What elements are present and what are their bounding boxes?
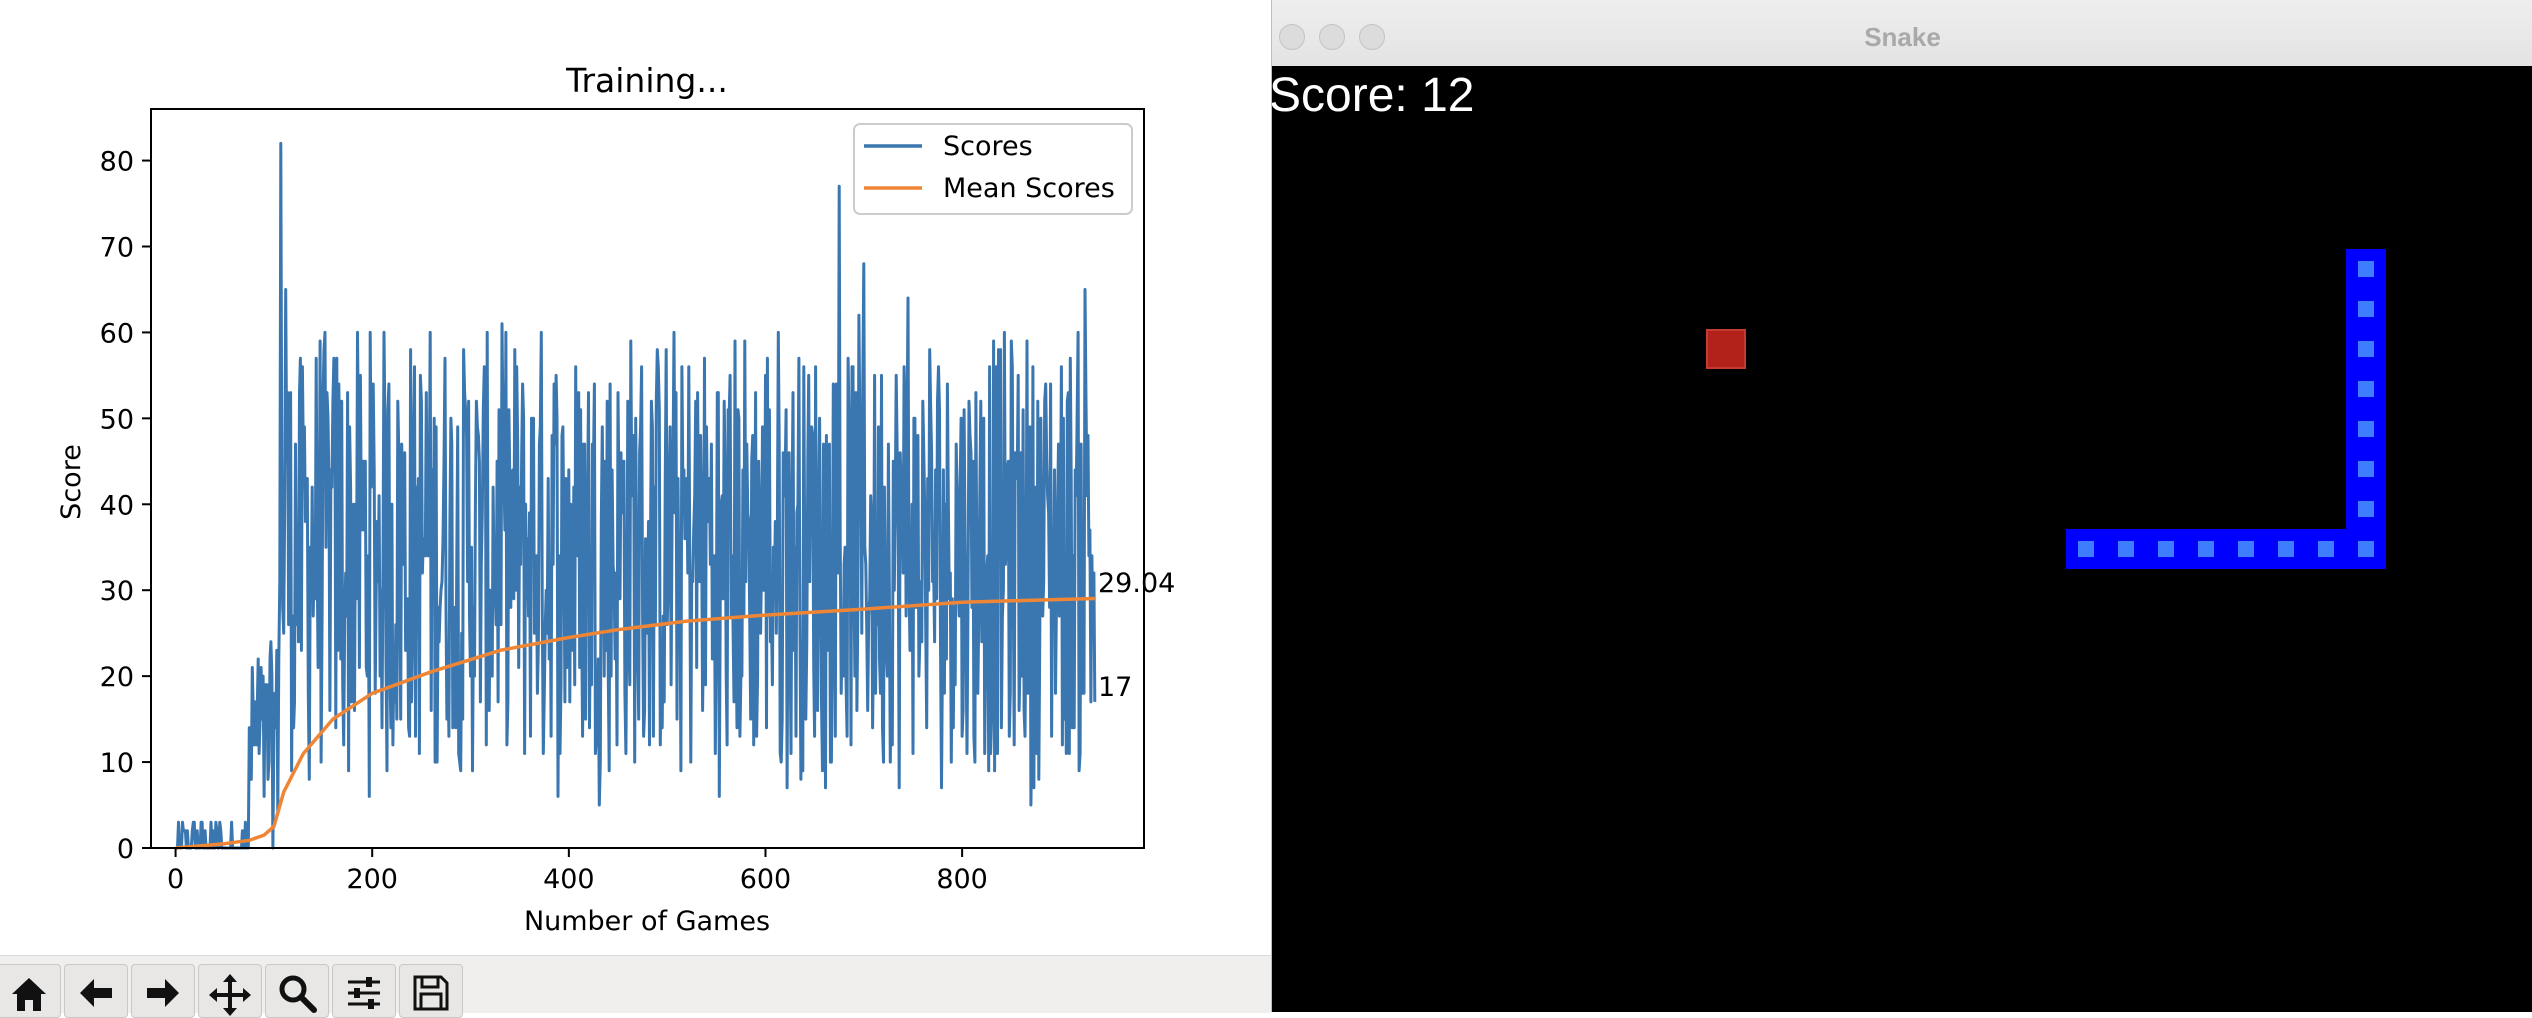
y-tick-label: 30	[100, 576, 134, 607]
snake-segment-inner	[2358, 381, 2374, 397]
save-icon	[413, 975, 449, 1011]
x-tick-label: 200	[346, 864, 398, 895]
snake-segment-inner	[2358, 301, 2374, 317]
snake-segment	[2186, 529, 2226, 569]
food-apple	[1706, 329, 1746, 369]
y-tick-label: 70	[100, 232, 134, 263]
home-icon	[12, 978, 46, 1011]
legend-box	[853, 123, 1133, 215]
game-area[interactable]: Score: 12	[1272, 66, 2532, 1012]
snake-segment	[2346, 449, 2386, 489]
y-tick-label: 20	[100, 662, 134, 693]
mean-final-label: 29.04	[1098, 568, 1175, 599]
snake-segment	[2266, 529, 2306, 569]
minimize-window-button[interactable]	[1319, 24, 1345, 50]
y-tick-label: 80	[100, 147, 134, 178]
snake-segment	[2346, 249, 2386, 289]
axes-frame	[150, 108, 1145, 849]
move-icon	[209, 974, 251, 1016]
snake-segment	[2346, 369, 2386, 409]
snake-segment	[2346, 489, 2386, 529]
snake-segment-inner	[2358, 501, 2374, 517]
snake-segment	[2346, 289, 2386, 329]
legend-mean-label: Mean Scores	[943, 173, 1115, 204]
plot-toolbar	[0, 955, 1271, 1018]
mean-scores-line	[175, 596, 1095, 850]
snake-segment-inner	[2318, 541, 2334, 557]
sliders-icon	[348, 977, 380, 1009]
snake-segment	[2346, 409, 2386, 449]
zoom-window-button[interactable]	[1359, 24, 1385, 50]
arrow-right-icon	[147, 979, 179, 1007]
arrow-left-icon	[80, 979, 112, 1007]
y-axis-label: Score	[56, 444, 87, 520]
configure-subplots-button[interactable]	[332, 964, 396, 1018]
pan-button[interactable]	[198, 964, 262, 1018]
plot-area[interactable]	[175, 141, 1097, 850]
y-tick-label: 50	[100, 404, 134, 435]
snake-segment-inner	[2238, 541, 2254, 557]
legend-scores-label: Scores	[943, 131, 1033, 162]
x-tick-label: 400	[543, 864, 595, 895]
forward-button[interactable]	[131, 964, 195, 1018]
close-window-button[interactable]	[1279, 24, 1305, 50]
snake-segment	[2346, 529, 2386, 569]
axis-ticks: 0 200 400 600 800 0 10 20 30 40 50 60 70 80	[100, 147, 988, 895]
y-tick-label: 40	[100, 490, 134, 521]
snake-segment-inner	[2358, 461, 2374, 477]
zoom-icon	[279, 975, 317, 1013]
snake-segment	[2146, 529, 2186, 569]
x-tick-label: 600	[740, 864, 792, 895]
home-button[interactable]	[0, 964, 61, 1018]
chart-title: Training...	[565, 61, 728, 100]
scores-line	[175, 141, 1097, 850]
y-tick-label: 0	[117, 834, 134, 865]
score-final-label: 17	[1098, 672, 1132, 703]
snake-segment-inner	[2278, 541, 2294, 557]
snake-segment-inner	[2358, 341, 2374, 357]
back-button[interactable]	[64, 964, 128, 1018]
snake-segment-inner	[2358, 541, 2374, 557]
window-title: Snake	[1864, 22, 1941, 52]
x-tick-label: 800	[936, 864, 988, 895]
x-axis-label: Number of Games	[524, 906, 770, 937]
window-titlebar[interactable]: Snake	[1272, 0, 2532, 67]
snake-segment-inner	[2118, 541, 2134, 557]
training-chart: Training... Number of Games Score 0 200 40…	[56, 61, 1175, 937]
snake-segment-inner	[2358, 421, 2374, 437]
zoom-button[interactable]	[265, 964, 329, 1018]
snake-segment	[2106, 529, 2146, 569]
snake-segment-inner	[2198, 541, 2214, 557]
legend: Scores Mean Scores	[853, 123, 1133, 215]
snake-segment	[2226, 529, 2266, 569]
y-tick-label: 60	[100, 318, 134, 349]
save-button[interactable]	[399, 964, 463, 1018]
score-display: Score: 12	[1271, 69, 1475, 122]
snake-segment-inner	[2158, 541, 2174, 557]
snake-segment-inner	[2078, 541, 2094, 557]
snake-segment	[2346, 329, 2386, 369]
snake-segment-inner	[2358, 261, 2374, 277]
snake-segment	[2066, 529, 2106, 569]
snake-window: Snake Score: 12	[1271, 0, 2532, 1012]
plot-window: Training... Number of Games Score 0 200 40…	[0, 0, 1271, 1018]
snake-segment	[2306, 529, 2346, 569]
y-tick-label: 10	[100, 748, 134, 779]
x-tick-label: 0	[167, 864, 184, 895]
